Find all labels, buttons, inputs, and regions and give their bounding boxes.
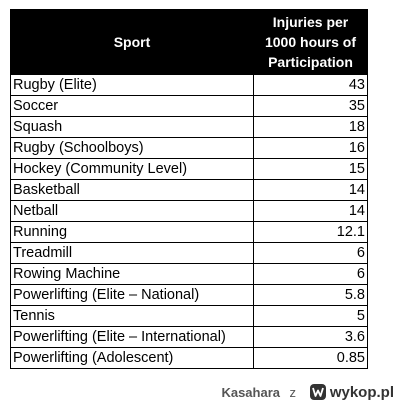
table-row: Powerlifting (Elite – National) 5.8 — [10, 284, 368, 306]
injuries-cell: 12.1 — [253, 221, 368, 243]
header-injuries-line-3: Participation — [268, 54, 353, 70]
sport-cell: Powerlifting (Adolescent) — [10, 347, 254, 369]
table-row: Powerlifting (Adolescent) 0.85 — [10, 347, 368, 369]
sport-cell: Running — [10, 221, 254, 243]
sport-cell: Treadmill — [10, 242, 254, 264]
table-row: Hockey (Community Level) 15 — [10, 158, 368, 180]
table-row: Rowing Machine 6 — [10, 263, 368, 285]
table-header-row: Sport Injuries per 1000 hours of Partici… — [10, 9, 368, 75]
footer-username: Kasahara — [221, 385, 280, 400]
injuries-cell: 6 — [253, 242, 368, 264]
header-sport: Sport — [10, 9, 254, 75]
injuries-cell: 6 — [253, 263, 368, 285]
sport-cell: Basketball — [10, 179, 254, 201]
table-body: Rugby (Elite) 43 Soccer 35 Squash 18 Rugby (Sc… — [10, 74, 368, 369]
injuries-cell: 5.8 — [253, 284, 368, 306]
injuries-cell: 14 — [253, 179, 368, 201]
sport-cell: Rugby (Schoolboys) — [10, 137, 254, 159]
footer-separator: z — [289, 385, 297, 400]
header-injuries-line-1: Injuries per — [272, 14, 349, 30]
table-row: Soccer 35 — [10, 95, 368, 117]
injuries-cell: 35 — [253, 95, 368, 117]
table-row: Netball 14 — [10, 200, 368, 222]
sport-cell: Tennis — [10, 305, 254, 327]
sport-cell: Netball — [10, 200, 254, 222]
header-injuries: Injuries per 1000 hours of Participation — [253, 9, 368, 75]
wykop-logo-icon — [309, 384, 326, 400]
header-injuries-line-2: 1000 hours of — [264, 34, 357, 50]
table-row: Rugby (Schoolboys) 16 — [10, 137, 368, 159]
table-row: Rugby (Elite) 43 — [10, 74, 368, 96]
injuries-cell: 16 — [253, 137, 368, 159]
injuries-cell: 43 — [253, 74, 368, 96]
table-row: Running 12.1 — [10, 221, 368, 243]
injuries-cell: 18 — [253, 116, 368, 138]
sport-cell: Hockey (Community Level) — [10, 158, 254, 180]
injury-table: Sport Injuries per 1000 hours of Partici… — [10, 9, 368, 369]
injury-table-container: Sport Injuries per 1000 hours of Partici… — [10, 9, 368, 369]
table-row: Tennis 5 — [10, 305, 368, 327]
sport-cell: Rowing Machine — [10, 263, 254, 285]
table-row: Treadmill 6 — [10, 242, 368, 264]
injuries-cell: 5 — [253, 305, 368, 327]
table-row: Basketball 14 — [10, 179, 368, 201]
sport-cell: Rugby (Elite) — [10, 74, 254, 96]
injuries-cell: 14 — [253, 200, 368, 222]
wykop-logo: wykop.pl — [309, 382, 394, 402]
injuries-cell: 3.6 — [253, 326, 368, 348]
injuries-cell: 0.85 — [253, 347, 368, 369]
injuries-cell: 15 — [253, 158, 368, 180]
footer-site: wykop.pl — [329, 383, 394, 401]
sport-cell: Powerlifting (Elite – National) — [10, 284, 254, 306]
watermark-footer: Kasahara z wykop.pl — [0, 381, 400, 406]
sport-cell: Soccer — [10, 95, 254, 117]
sport-cell: Squash — [10, 116, 254, 138]
table-row: Powerlifting (Elite – International) 3.6 — [10, 326, 368, 348]
table-row: Squash 18 — [10, 116, 368, 138]
sport-cell: Powerlifting (Elite – International) — [10, 326, 254, 348]
